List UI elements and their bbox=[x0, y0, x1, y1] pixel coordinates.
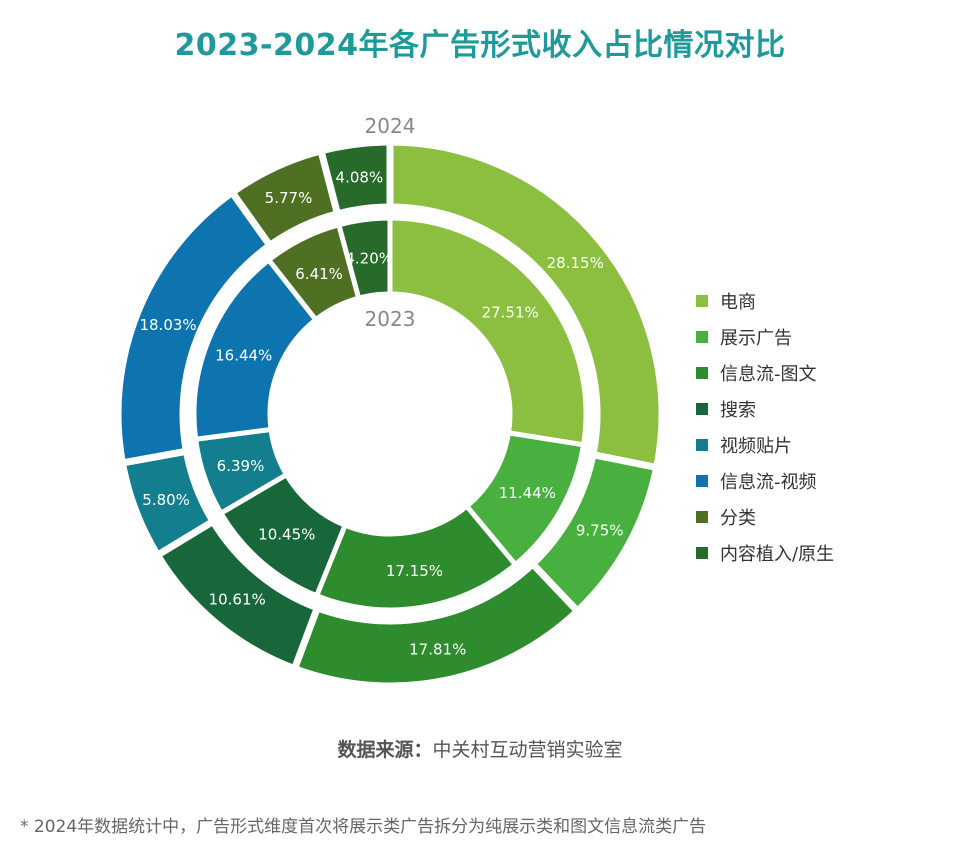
legend-swatch bbox=[696, 547, 708, 559]
source-value: 中关村互动营销实验室 bbox=[432, 739, 623, 761]
legend-item: 内容植入/原生 bbox=[696, 535, 834, 571]
source-label: 数据来源： bbox=[337, 739, 433, 761]
legend-label: 信息流-视频 bbox=[720, 472, 817, 493]
inner-ring-data-label: 6.39% bbox=[217, 457, 265, 475]
inner-ring-data-label: 27.51% bbox=[482, 303, 539, 321]
legend-swatch bbox=[696, 475, 708, 487]
legend-item: 分类 bbox=[696, 499, 834, 535]
legend-label: 搜索 bbox=[720, 400, 756, 421]
legend-label: 内容植入/原生 bbox=[720, 544, 835, 565]
outer-ring-data-label: 5.80% bbox=[142, 491, 190, 509]
chart-legend: 电商展示广告信息流-图文 搜索视频贴片信息流-视频 分类内容植入/原生 bbox=[696, 283, 834, 571]
inner-ring-data-label: 11.44% bbox=[499, 484, 556, 502]
outer-ring-year-label: 2024 bbox=[365, 114, 416, 138]
data-source: 数据来源：中关村互动营销实验室 bbox=[0, 735, 960, 762]
outer-ring-data-label: 9.75% bbox=[576, 522, 624, 540]
legend-item: 视频贴片 bbox=[696, 427, 834, 463]
legend-swatch bbox=[696, 367, 708, 379]
legend-item: 搜索 bbox=[696, 391, 834, 427]
chart-title: 2023-2024年各广告形式收入占比情况对比 bbox=[174, 28, 786, 63]
outer-ring-data-label: 28.15% bbox=[547, 254, 604, 272]
outer-ring-data-label: 10.61% bbox=[209, 590, 266, 608]
legend-label: 视频贴片 bbox=[720, 436, 792, 457]
legend-swatch bbox=[696, 403, 708, 415]
outer-ring-data-label: 4.08% bbox=[336, 168, 384, 186]
outer-ring-slice bbox=[316, 138, 394, 219]
legend-swatch bbox=[696, 295, 708, 307]
inner-ring-data-label: 17.15% bbox=[386, 562, 443, 580]
footnote: * 2024年数据统计中，广告形式维度首次将展示类广告拆分为纯展示类和图文信息流… bbox=[20, 817, 707, 837]
outer-ring-data-label: 17.81% bbox=[409, 641, 466, 659]
inner-ring-data-label: 4.20% bbox=[345, 249, 393, 267]
inner-ring-data-label: 6.41% bbox=[295, 265, 343, 283]
legend-item: 信息流-视频 bbox=[696, 463, 834, 499]
legend-label: 电商 bbox=[720, 292, 756, 313]
legend-item: 电商 bbox=[696, 283, 834, 319]
inner-ring-data-label: 16.44% bbox=[215, 346, 272, 364]
inner-ring-slice bbox=[387, 215, 589, 448]
inner-ring-year-label: 2023 bbox=[365, 307, 416, 331]
legend-label: 信息流-图文 bbox=[720, 364, 817, 385]
legend-label: 展示广告 bbox=[720, 328, 792, 349]
legend-swatch bbox=[696, 511, 708, 523]
legend-item: 信息流-图文 bbox=[696, 355, 834, 391]
inner-ring-data-label: 10.45% bbox=[258, 526, 315, 544]
legend-label: 分类 bbox=[720, 508, 756, 529]
outer-ring-slice bbox=[386, 138, 666, 472]
legend-swatch bbox=[696, 439, 708, 451]
inner-ring-slice bbox=[335, 215, 393, 302]
legend-swatch bbox=[696, 331, 708, 343]
outer-ring-data-label: 5.77% bbox=[265, 189, 313, 207]
legend-item: 展示广告 bbox=[696, 319, 834, 355]
outer-ring-data-label: 18.03% bbox=[139, 316, 196, 334]
